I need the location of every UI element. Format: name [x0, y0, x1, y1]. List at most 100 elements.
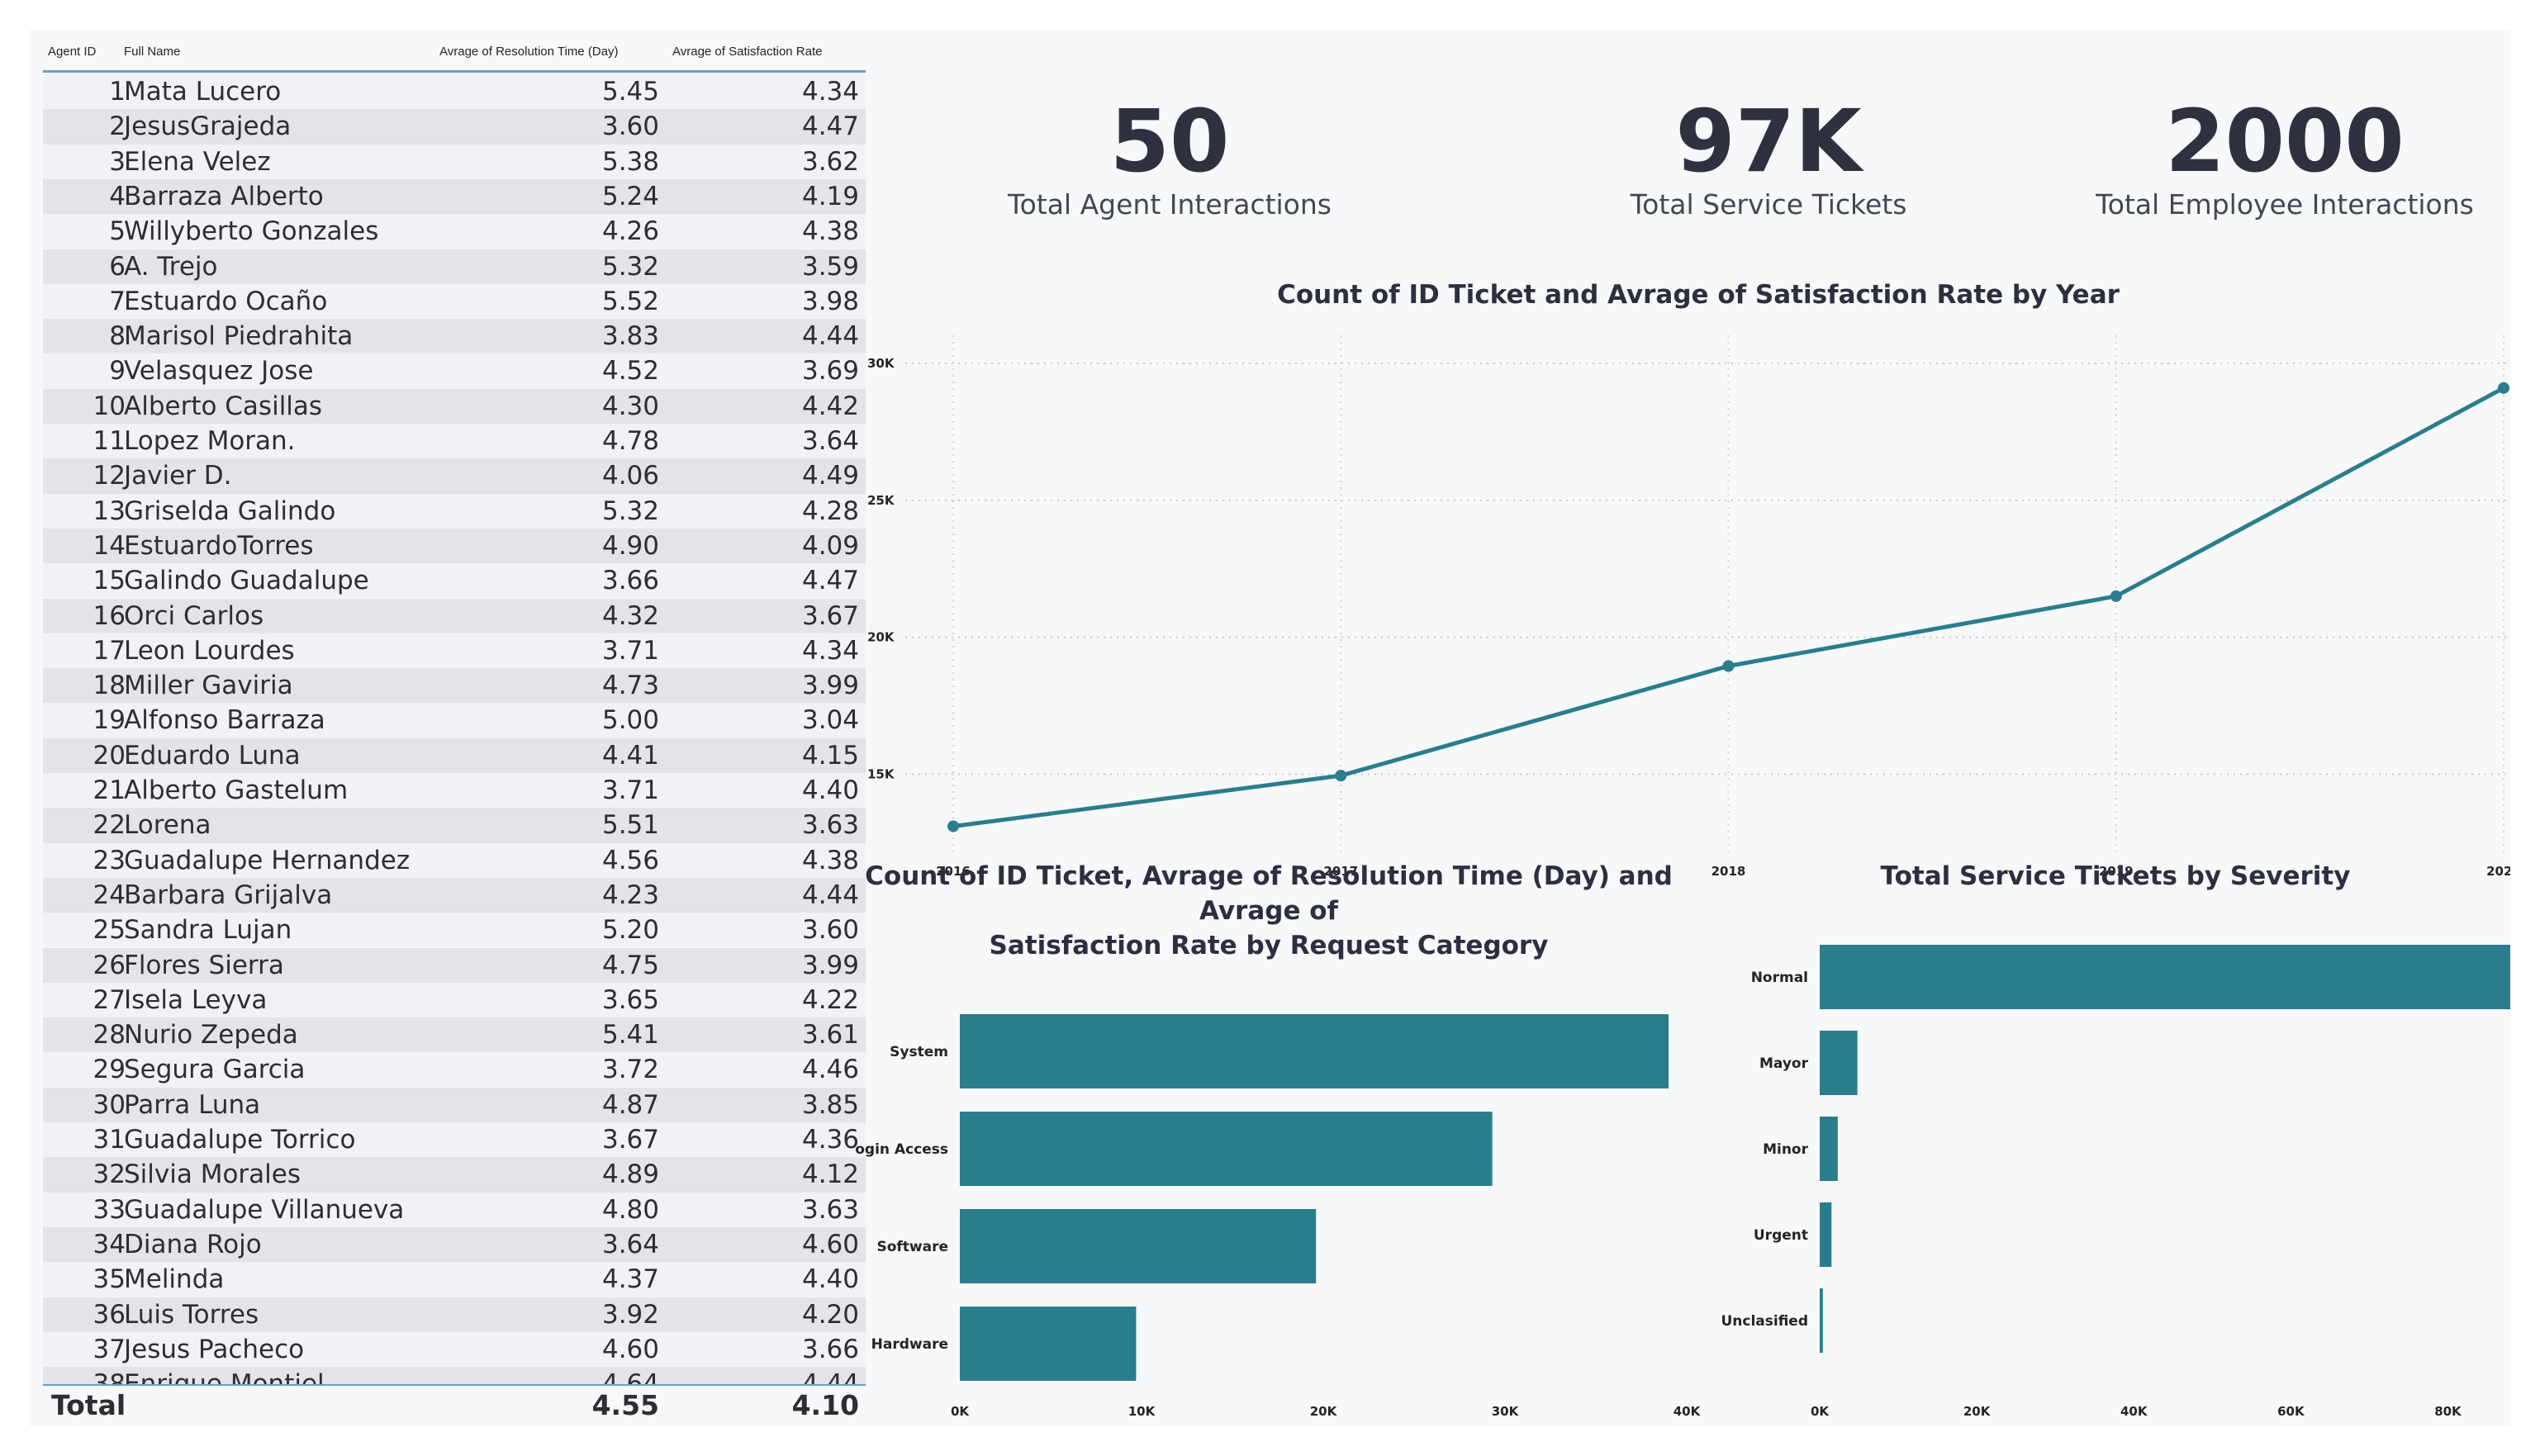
bar[interactable]: [1820, 1288, 1823, 1353]
header-full-name[interactable]: Full Name: [124, 45, 181, 59]
bar[interactable]: [960, 1209, 1317, 1283]
agent-id-cell: 36: [93, 1299, 126, 1330]
table-row[interactable]: 18 Miller Gaviria 4.73 3.99: [43, 668, 866, 704]
x-tick-label: 80K: [2434, 1404, 2462, 1417]
header-agent-id[interactable]: Agent ID: [48, 45, 97, 59]
table-body[interactable]: 1 Mata Lucero 5.45 4.34 2 JesusGrajeda 3.60 4.4…: [43, 74, 866, 1415]
line-chart[interactable]: 15K 20K 25K 30K 2016 2017 2018 2019 2020: [856, 311, 2510, 880]
agent-id-cell: 30: [93, 1089, 126, 1120]
y-tick-label: 25K: [867, 493, 895, 508]
data-point[interactable]: [947, 820, 959, 832]
resolution-time-cell: 3.71: [601, 635, 659, 666]
resolution-time-cell: 4.89: [601, 1160, 659, 1190]
full-name-cell: Alberto Gastelum: [124, 775, 349, 805]
table-row[interactable]: 27 Isela Leyva 3.65 4.22: [43, 982, 866, 1018]
agent-id-cell: 6: [109, 251, 126, 282]
table-row[interactable]: 9 Velasquez Jose 4.52 3.69: [43, 353, 866, 389]
resolution-time-cell: 4.60: [601, 1334, 659, 1364]
table-row[interactable]: 10 Alberto Casillas 4.30 4.42: [43, 388, 866, 424]
header-satisfaction-rate[interactable]: Avrage of Satisfaction Rate: [672, 45, 823, 59]
agent-id-cell: 9: [109, 356, 126, 387]
x-tick-label: 40K: [2120, 1404, 2148, 1417]
bar[interactable]: [960, 1014, 1669, 1088]
full-name-cell: Javier D.: [124, 461, 232, 491]
category-label: Normal: [1751, 970, 1808, 986]
agent-id-cell: 21: [93, 775, 126, 805]
table-row[interactable]: 35 Melinda 4.37 4.40: [43, 1262, 866, 1297]
x-tick-label: 0K: [951, 1404, 970, 1417]
table-row[interactable]: 34 Diana Rojo 3.64 4.60: [43, 1226, 866, 1263]
table-row[interactable]: 2 JesusGrajeda 3.60 4.47: [43, 109, 866, 145]
full-name-cell: Luis Torres: [124, 1299, 259, 1330]
table-row[interactable]: 31 Guadalupe Torrico 3.67 4.36: [43, 1122, 866, 1158]
x-tick-label: 20K: [1963, 1404, 1992, 1417]
bar[interactable]: [960, 1112, 1493, 1186]
table-row[interactable]: 25 Sandra Lujan 5.20 3.60: [43, 913, 866, 948]
table-row[interactable]: 6 A. Trejo 5.32 3.59: [43, 249, 866, 284]
total-label: Total: [51, 1389, 126, 1421]
bar[interactable]: [1820, 1031, 1858, 1095]
table-row[interactable]: 1 Mata Lucero 5.45 4.34: [43, 74, 866, 110]
table-row[interactable]: 28 Nurio Zepeda 5.41 3.61: [43, 1017, 866, 1053]
table-row[interactable]: 32 Silvia Morales 4.89 4.12: [43, 1157, 866, 1193]
category-bar-chart[interactable]: System Login Access Software Hardware 0K 10K 2…: [856, 938, 1707, 1417]
agent-id-cell: 20: [93, 740, 126, 771]
table-row[interactable]: 24 Barbara Grijalva 4.23 4.44: [43, 877, 866, 913]
table-row[interactable]: 17 Leon Lourdes 3.71 4.34: [43, 633, 866, 669]
category-label: Unclasified: [1721, 1313, 1808, 1330]
table-row[interactable]: 11 Lopez Moran. 4.78 3.64: [43, 424, 866, 459]
full-name-cell: Parra Luna: [124, 1089, 261, 1120]
satisfaction-rate-cell: 4.28: [801, 496, 859, 526]
table-row[interactable]: 12 Javier D. 4.06 4.49: [43, 458, 866, 494]
satisfaction-rate-cell: 4.44: [801, 880, 859, 910]
table-row[interactable]: 36 Luis Torres 3.92 4.20: [43, 1297, 866, 1332]
table-row[interactable]: 20 Eduardo Luna 4.41 4.15: [43, 737, 866, 773]
table-row[interactable]: 7 Estuardo Ocaño 5.52 3.98: [43, 283, 866, 320]
agent-id-cell: 25: [93, 915, 126, 946]
table-row[interactable]: 33 Guadalupe Villanueva 4.80 3.63: [43, 1192, 866, 1227]
data-point[interactable]: [1722, 660, 1735, 672]
satisfaction-rate-cell: 4.36: [801, 1125, 859, 1155]
data-point[interactable]: [1335, 770, 1347, 782]
kpi-card-employee-interactions: 2000 Total Employee Interactions: [2053, 96, 2516, 221]
table-row[interactable]: 3 Elena Velez 5.38 3.62: [43, 144, 866, 179]
header-resolution-time[interactable]: Avrage of Resolution Time (Day): [439, 45, 619, 59]
bar[interactable]: [1820, 945, 2510, 1009]
table-row[interactable]: 22 Lorena 5.51 3.63: [43, 808, 866, 843]
agent-id-cell: 5: [109, 216, 126, 247]
table-row[interactable]: 4 Barraza Alberto 5.24 4.19: [43, 178, 866, 215]
table-row[interactable]: 19 Alfonso Barraza 5.00 3.04: [43, 703, 866, 738]
satisfaction-rate-cell: 3.99: [801, 671, 859, 701]
resolution-time-cell: 5.51: [601, 810, 659, 841]
table-row[interactable]: 30 Parra Luna 4.87 3.85: [43, 1087, 866, 1122]
full-name-cell: Segura Garcia: [124, 1055, 306, 1085]
data-point[interactable]: [2110, 590, 2122, 602]
agent-id-cell: 2: [109, 111, 126, 142]
bar[interactable]: [1820, 1117, 1838, 1181]
table-row[interactable]: 15 Galindo Guadalupe 3.66 4.47: [43, 563, 866, 599]
total-satisfaction-rate: 4.10: [791, 1389, 859, 1421]
table-row[interactable]: 21 Alberto Gastelum 3.71 4.40: [43, 773, 866, 809]
table-row[interactable]: 26 Flores Sierra 4.75 3.99: [43, 947, 866, 983]
agent-id-cell: 33: [93, 1194, 126, 1225]
satisfaction-rate-cell: 3.63: [801, 1194, 859, 1225]
agent-id-cell: 14: [93, 530, 126, 561]
table-row[interactable]: 8 Marisol Piedrahita 3.83 4.44: [43, 319, 866, 354]
severity-bar-chart[interactable]: Normal Mayor Minor Urgent Unclasified 0K 20K 40…: [1715, 905, 2510, 1417]
full-name-cell: Guadalupe Torrico: [124, 1125, 356, 1155]
category-chart-title-line-1: Count of ID Ticket, Avrage of Resolution…: [865, 861, 1673, 926]
table-row[interactable]: 23 Guadalupe Hernandez 4.56 4.38: [43, 842, 866, 878]
resolution-time-cell: 3.64: [601, 1229, 659, 1259]
table-row[interactable]: 29 Segura Garcia 3.72 4.46: [43, 1052, 866, 1088]
table-row[interactable]: 16 Orci Carlos 4.32 3.67: [43, 598, 866, 633]
bar[interactable]: [1820, 1202, 1832, 1267]
satisfaction-rate-cell: 4.34: [801, 77, 859, 107]
table-row[interactable]: 13 Griselda Galindo 5.32 4.28: [43, 493, 866, 529]
table-row[interactable]: 14 EstuardoTorres 4.90 4.09: [43, 528, 866, 564]
bar[interactable]: [960, 1307, 1137, 1381]
table-row[interactable]: 37 Jesus Pacheco 4.60 3.66: [43, 1331, 866, 1368]
table-row[interactable]: 5 Willyberto Gonzales 4.26 4.38: [43, 214, 866, 249]
satisfaction-rate-cell: 3.63: [801, 810, 859, 841]
data-point[interactable]: [2498, 382, 2509, 394]
satisfaction-rate-cell: 4.38: [801, 845, 859, 875]
